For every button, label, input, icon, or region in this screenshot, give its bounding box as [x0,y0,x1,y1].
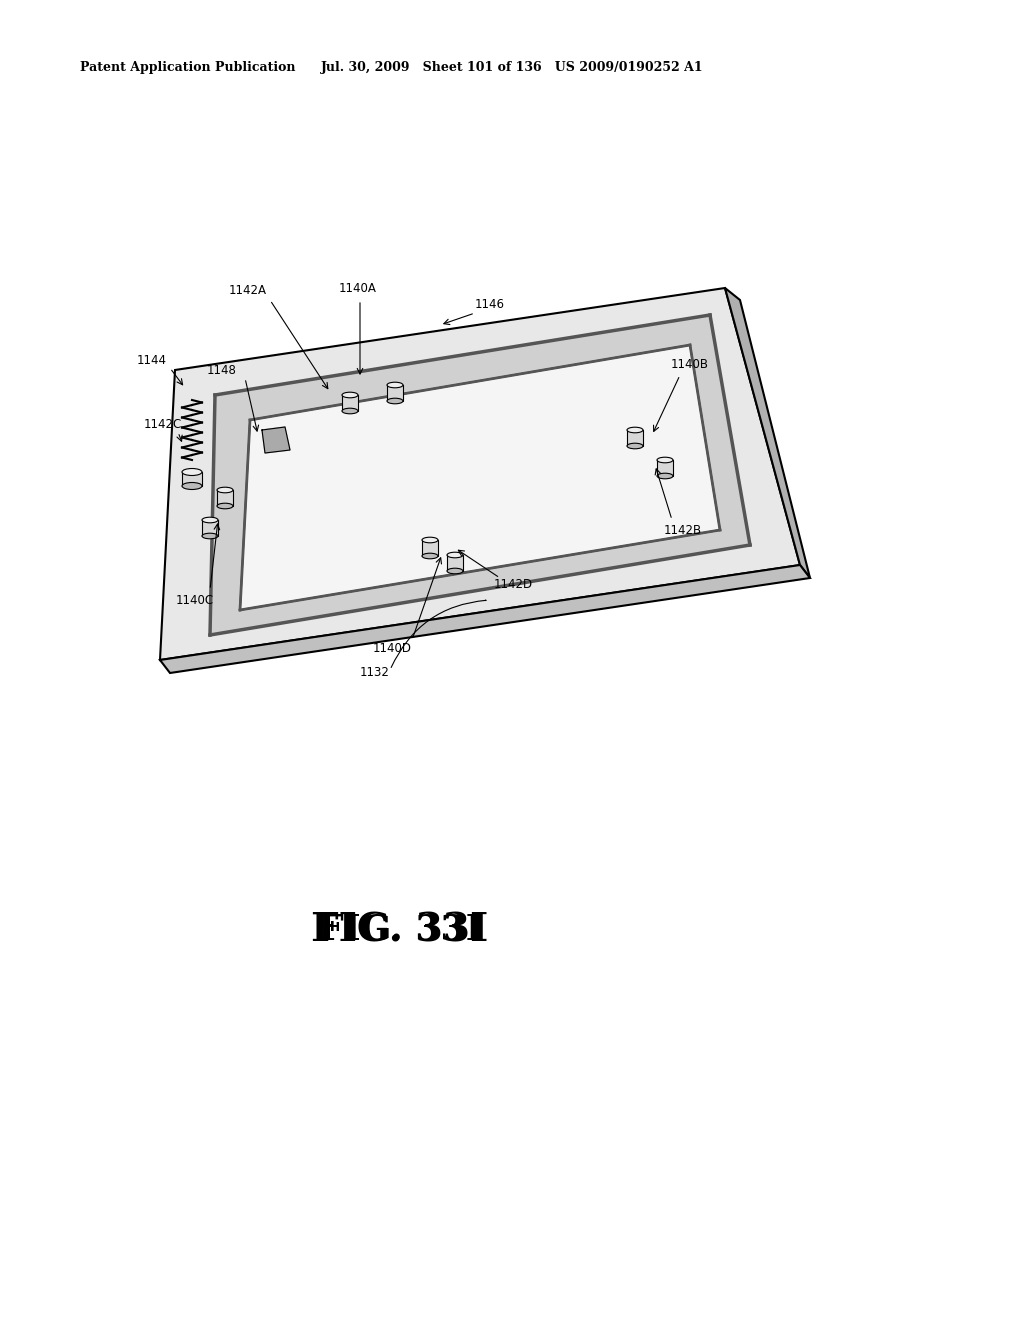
Ellipse shape [627,444,643,449]
Ellipse shape [342,408,358,413]
Polygon shape [217,490,233,506]
Text: 1132: 1132 [360,665,390,678]
Text: 1140D: 1140D [373,642,412,655]
Polygon shape [202,520,218,536]
Ellipse shape [342,392,358,397]
Text: Patent Application Publication: Patent Application Publication [80,62,296,74]
Ellipse shape [657,473,673,479]
Ellipse shape [422,553,438,558]
Polygon shape [725,288,810,578]
Text: 1142D: 1142D [494,578,532,591]
Ellipse shape [422,537,438,543]
Ellipse shape [447,568,463,574]
Ellipse shape [627,428,643,433]
Text: FIG. 33I: FIG. 33I [311,911,488,949]
Ellipse shape [182,483,202,490]
Ellipse shape [182,469,202,475]
FancyArrowPatch shape [391,601,486,668]
Polygon shape [657,459,673,477]
Polygon shape [210,315,750,635]
Ellipse shape [202,517,218,523]
Ellipse shape [387,383,403,388]
Text: 1140C: 1140C [176,594,214,606]
Polygon shape [160,565,810,673]
Text: 1142C: 1142C [144,418,182,432]
Polygon shape [160,288,800,660]
Text: 1144: 1144 [137,354,167,367]
Text: FIG. 33I: FIG. 33I [317,913,482,946]
Text: Jul. 30, 2009   Sheet 101 of 136   US 2009/0190252 A1: Jul. 30, 2009 Sheet 101 of 136 US 2009/0… [321,62,703,74]
Text: 1148: 1148 [207,363,237,376]
Text: 1142A: 1142A [229,284,267,297]
Ellipse shape [217,487,233,492]
Text: 1140A: 1140A [339,281,377,294]
Text: 1142B: 1142B [664,524,702,536]
Ellipse shape [447,552,463,558]
Ellipse shape [387,399,403,404]
Ellipse shape [202,533,218,539]
Polygon shape [262,426,290,453]
Ellipse shape [657,457,673,463]
Polygon shape [182,473,202,486]
Polygon shape [447,554,463,572]
Polygon shape [387,385,403,401]
Polygon shape [627,430,643,446]
Polygon shape [240,345,720,610]
Text: 1140B: 1140B [671,359,709,371]
Text: 1146: 1146 [475,298,505,312]
Polygon shape [422,540,438,556]
Ellipse shape [217,503,233,508]
Polygon shape [342,395,358,411]
